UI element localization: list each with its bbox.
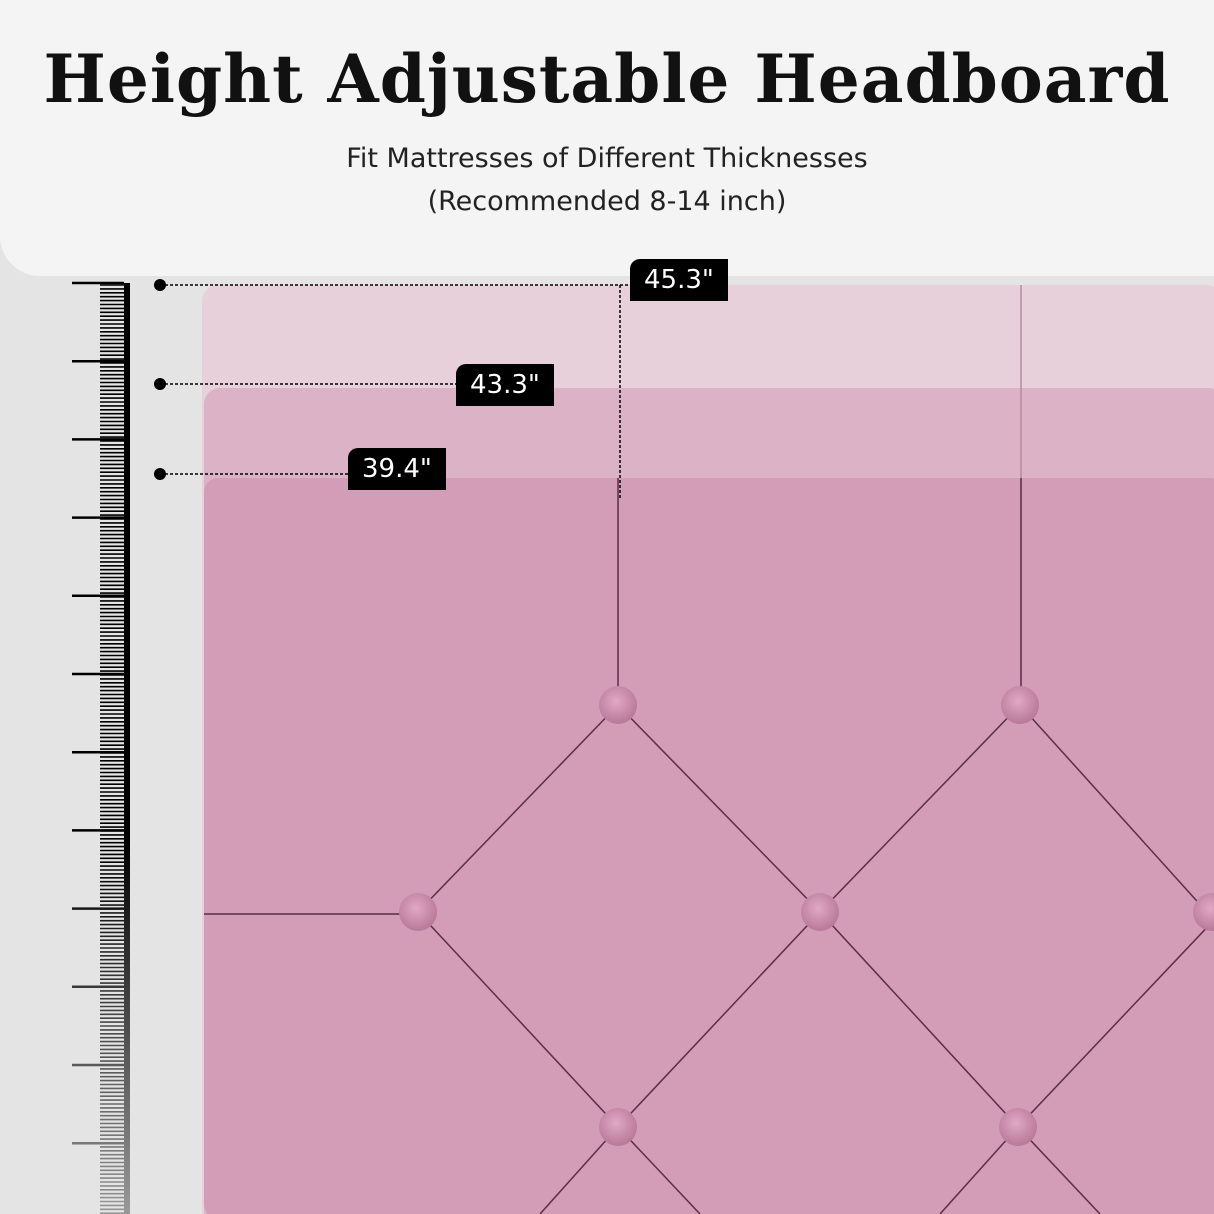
ruler-spine	[124, 283, 130, 1214]
page-title: Height Adjustable Headboard	[43, 40, 1171, 118]
height-label-mid: 43.3"	[456, 364, 554, 406]
tufting-button	[599, 686, 637, 724]
recommendation-note: (Recommended 8-14 inch)	[427, 186, 787, 217]
headboard-low-position	[204, 478, 1214, 1214]
tufting-button	[1193, 893, 1214, 931]
dimension-lines	[160, 284, 630, 500]
subtitle: Fit Mattresses of Different Thicknesses	[346, 143, 868, 174]
tufting-button	[801, 893, 839, 931]
header-panel: Height Adjustable Headboard Fit Mattress…	[0, 0, 1214, 276]
tufting-buttons	[399, 686, 1214, 1146]
marker-dot	[154, 378, 166, 390]
height-label-high: 45.3"	[630, 259, 728, 301]
marker-dot	[154, 279, 166, 291]
tufting-button	[599, 1108, 637, 1146]
tufting-button	[999, 1108, 1037, 1146]
tufting-button	[1001, 686, 1039, 724]
ruler	[72, 281, 130, 1214]
tufting-button	[399, 893, 437, 931]
height-label-low: 39.4"	[348, 448, 446, 490]
marker-dot	[154, 468, 166, 480]
